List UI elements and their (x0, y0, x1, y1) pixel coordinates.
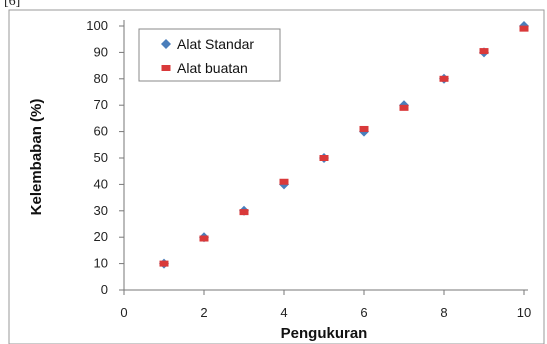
y-axis-title: Kelembaban (%) (28, 99, 45, 216)
point-alat-buatan (159, 260, 169, 267)
point-alat-buatan (319, 155, 329, 161)
legend-marker (161, 39, 171, 49)
point-alat-buatan (519, 25, 529, 32)
y-tick-label: 40 (94, 176, 108, 191)
point-alat-buatan (439, 75, 449, 82)
point-alat-buatan (479, 48, 489, 55)
chart-area-border (8, 9, 545, 344)
x-tick-label: 2 (200, 305, 207, 320)
y-tick-label: 10 (94, 256, 108, 271)
y-tick-label: 50 (94, 150, 108, 165)
y-tick-label: 100 (86, 18, 108, 33)
figure-reference-text: [6] (4, 0, 21, 9)
x-tick-label: 10 (517, 305, 531, 320)
point-alat-buatan (359, 125, 369, 132)
x-tick-label: 8 (440, 305, 447, 320)
y-tick-label: 80 (94, 71, 108, 86)
legend: Alat Standar Alat buatan (138, 28, 281, 82)
y-tick-label: 0 (101, 282, 108, 297)
y-tick-label: 60 (94, 124, 108, 139)
legend-marker (161, 65, 171, 71)
x-tick-label: 0 (120, 305, 127, 320)
legend-entry: Alat buatan (177, 60, 248, 76)
x-axis-title: Pengukuran (281, 325, 368, 342)
y-tick-label: 70 (94, 97, 108, 112)
point-alat-buatan (399, 104, 409, 111)
point-alat-buatan (239, 209, 249, 216)
y-tick-label: 30 (94, 203, 108, 218)
y-tick-label: 20 (94, 229, 108, 244)
x-tick-label: 6 (360, 305, 367, 320)
point-alat-buatan (199, 235, 209, 242)
point-alat-buatan (279, 178, 289, 185)
legend-box (138, 28, 281, 82)
y-tick-label: 90 (94, 44, 108, 59)
axes: 0 10 20 30 40 50 60 70 80 90 100 0 2 4 6 8 10 (86, 18, 531, 320)
x-tick-label: 4 (280, 305, 287, 320)
data-marks (159, 21, 529, 269)
legend-entry: Alat Standar (177, 36, 254, 52)
